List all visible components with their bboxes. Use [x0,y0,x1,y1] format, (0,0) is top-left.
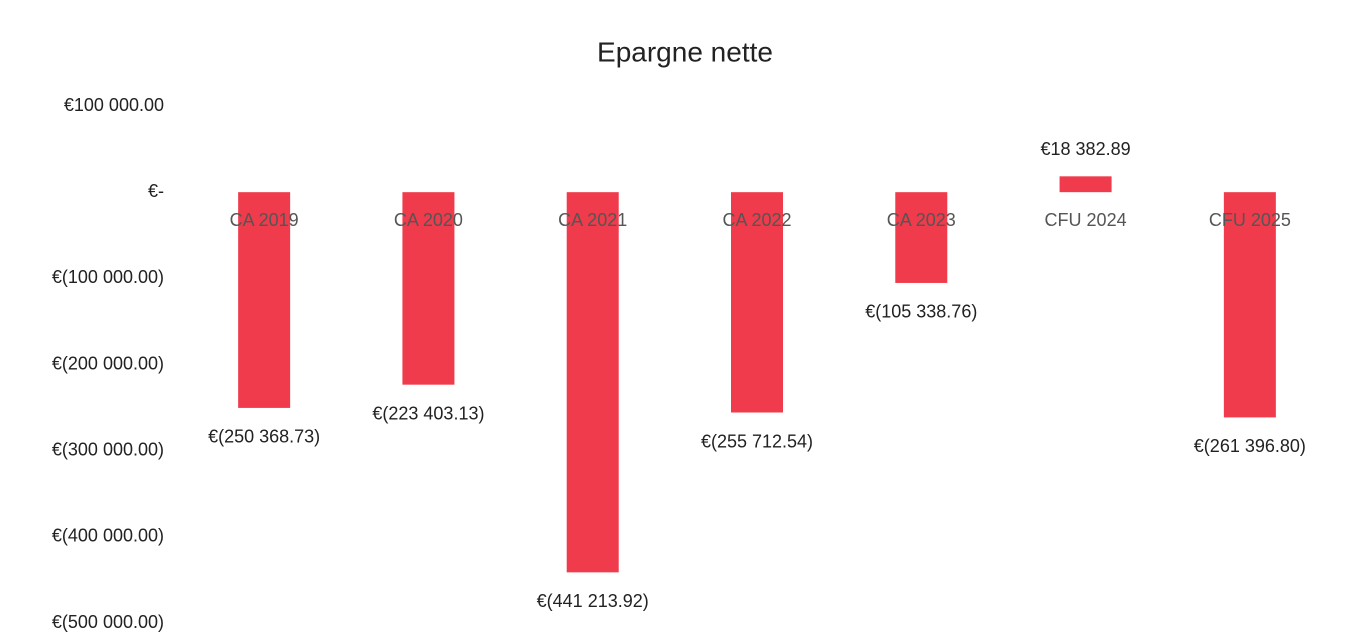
x-tick-label: CA 2022 [722,210,791,230]
y-tick-label: €(300 000.00) [52,439,164,459]
x-tick-label: CA 2020 [394,210,463,230]
bar [402,192,455,385]
x-tick-label: CA 2021 [558,210,627,230]
x-tick-label: CFU 2024 [1045,210,1127,230]
value-label: €(250 368.73) [208,427,320,447]
value-label: €(261 396.80) [1194,436,1306,456]
value-label: €(223 403.13) [372,403,484,423]
value-label: €(441 213.92) [537,591,649,611]
y-tick-label: €(200 000.00) [52,353,164,373]
bar [895,192,948,283]
x-tick-label: CA 2023 [887,210,956,230]
x-tick-label: CA 2019 [230,210,299,230]
bar [566,192,619,573]
y-tick-label: €- [148,181,164,201]
y-tick-label: €(100 000.00) [52,267,164,287]
chart-title: Epargne nette [597,36,773,67]
value-label: €18 382.89 [1041,139,1131,159]
bar [1059,176,1112,193]
x-tick-label: CFU 2025 [1209,210,1291,230]
y-tick-label: €100 000.00 [64,95,164,115]
y-tick-label: €(400 000.00) [52,526,164,546]
bar [731,192,783,413]
y-tick-label: €(500 000.00) [52,612,164,632]
value-label: €(255 712.54) [701,431,813,451]
bar [238,192,291,408]
value-label: €(105 338.76) [865,302,977,322]
bar [1223,192,1276,418]
